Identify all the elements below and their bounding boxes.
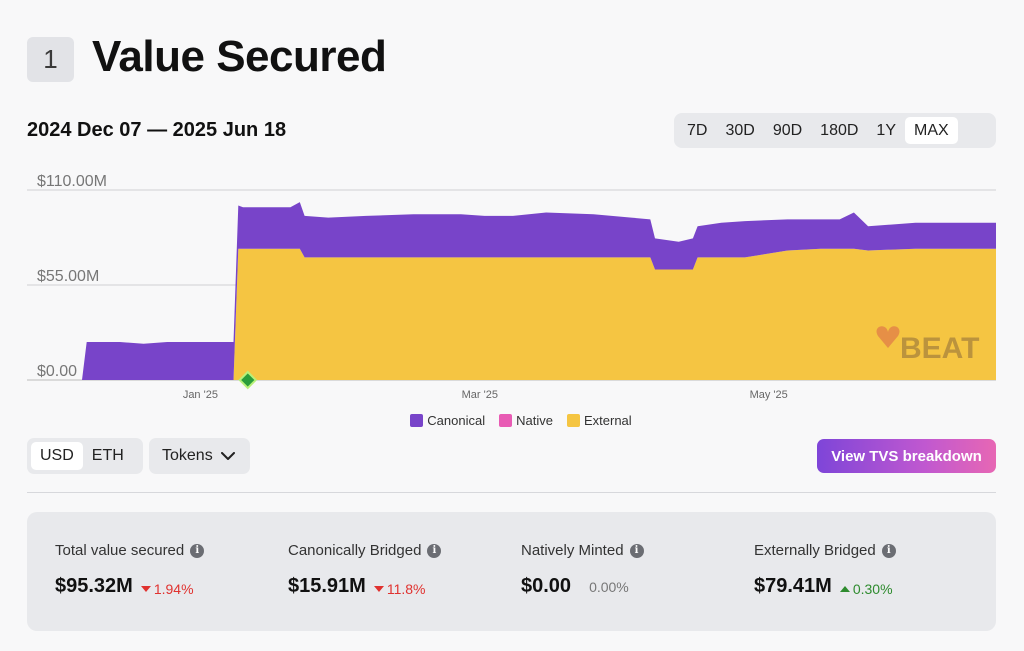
chevron-down-icon <box>220 451 235 460</box>
stat-label: Total value secured <box>55 542 185 559</box>
stat-label: Externally Bridged <box>754 542 876 559</box>
section-number-badge: 1 <box>27 37 74 82</box>
stat-change: 0.30% <box>839 581 893 597</box>
l2beat-watermark: BEAT <box>900 332 979 365</box>
stat-externally-bridged: Externally Bridged i $79.41M 0.30% <box>754 542 896 598</box>
stat-value: $0.00 <box>521 575 572 597</box>
legend-label-external: External <box>583 413 632 428</box>
view-tvs-breakdown-button[interactable]: View TVS breakdown <box>817 439 996 473</box>
stat-natively-minted: Natively Minted i $0.00 0.00% <box>521 542 644 598</box>
stat-change-value: 0.30% <box>852 581 893 597</box>
stat-change: 1.94% <box>140 581 194 597</box>
y-tick-label: $110.00M <box>37 173 107 190</box>
stat-label: Natively Minted <box>521 542 624 559</box>
time-range-selector: 7D 30D 90D 180D 1Y MAX <box>674 113 996 148</box>
tokens-dropdown-label: Tokens <box>162 447 213 464</box>
legend-swatch-canonical <box>410 414 424 427</box>
range-button-1y[interactable]: 1Y <box>876 121 896 139</box>
stat-value: $79.41M <box>754 575 832 597</box>
info-icon[interactable]: i <box>881 543 896 558</box>
stats-panel: Total value secured i $95.32M 1.94% Canon… <box>27 512 996 631</box>
info-icon[interactable]: i <box>629 543 644 558</box>
range-button-180d[interactable]: 180D <box>820 121 859 139</box>
legend-label-canonical: Canonical <box>427 413 486 428</box>
info-icon[interactable]: i <box>427 543 442 558</box>
value-secured-chart[interactable]: $0.00 $55.00M $110.00M BEAT Jan '25 Mar '25 Ma… <box>0 160 1024 410</box>
tokens-dropdown[interactable]: Tokens <box>149 438 250 474</box>
range-button-7d[interactable]: 7D <box>687 121 708 139</box>
legend-swatch-external <box>566 414 580 427</box>
y-tick-label: $55.00M <box>37 268 99 285</box>
stat-change: 0.00% <box>589 579 629 595</box>
legend-item-canonical[interactable]: Canonical <box>410 413 485 428</box>
arrow-up-icon <box>839 586 850 592</box>
stat-value: $95.32M <box>55 575 133 597</box>
range-button-90d[interactable]: 90D <box>772 121 803 139</box>
divider <box>27 492 996 493</box>
heart-logo-icon <box>876 326 900 348</box>
x-tick-label: Jan '25 <box>183 389 218 401</box>
range-button-max[interactable]: MAX <box>905 117 958 144</box>
stat-label: Canonically Bridged <box>288 542 422 559</box>
y-tick-label: $0.00 <box>37 363 77 380</box>
currency-toggle: USD ETH <box>27 438 143 474</box>
section-number: 1 <box>43 44 58 74</box>
info-icon[interactable]: i <box>190 543 205 558</box>
chart-legend: Canonical Native External <box>0 413 1024 428</box>
stat-change-value: 1.94% <box>153 581 194 597</box>
currency-eth-button[interactable]: ETH <box>91 447 124 464</box>
legend-swatch-native <box>499 414 513 427</box>
stat-change: 11.8% <box>373 581 426 597</box>
stat-change-value: 11.8% <box>386 581 426 597</box>
stat-canonically-bridged: Canonically Bridged i $15.91M 11.8% <box>288 542 442 598</box>
event-marker-icon <box>238 370 258 390</box>
x-tick-label: May '25 <box>750 389 788 401</box>
legend-label-native: Native <box>516 413 553 428</box>
stat-change-value: 0.00% <box>589 579 629 595</box>
series-area-canonical <box>82 202 996 380</box>
legend-item-external[interactable]: External <box>566 413 632 428</box>
series-area-external <box>82 248 996 380</box>
arrow-down-icon <box>140 586 151 592</box>
stat-value: $15.91M <box>288 575 366 597</box>
arrow-down-icon <box>373 586 384 592</box>
page-title: Value Secured <box>92 32 387 81</box>
currency-usd-button[interactable]: USD <box>31 442 83 470</box>
date-range-label: 2024 Dec 07 — 2025 Jun 18 <box>27 119 287 141</box>
stat-total-value-secured: Total value secured i $95.32M 1.94% <box>55 542 205 598</box>
legend-item-native[interactable]: Native <box>499 413 553 428</box>
range-button-30d[interactable]: 30D <box>725 121 755 139</box>
x-tick-label: Mar '25 <box>462 389 498 401</box>
